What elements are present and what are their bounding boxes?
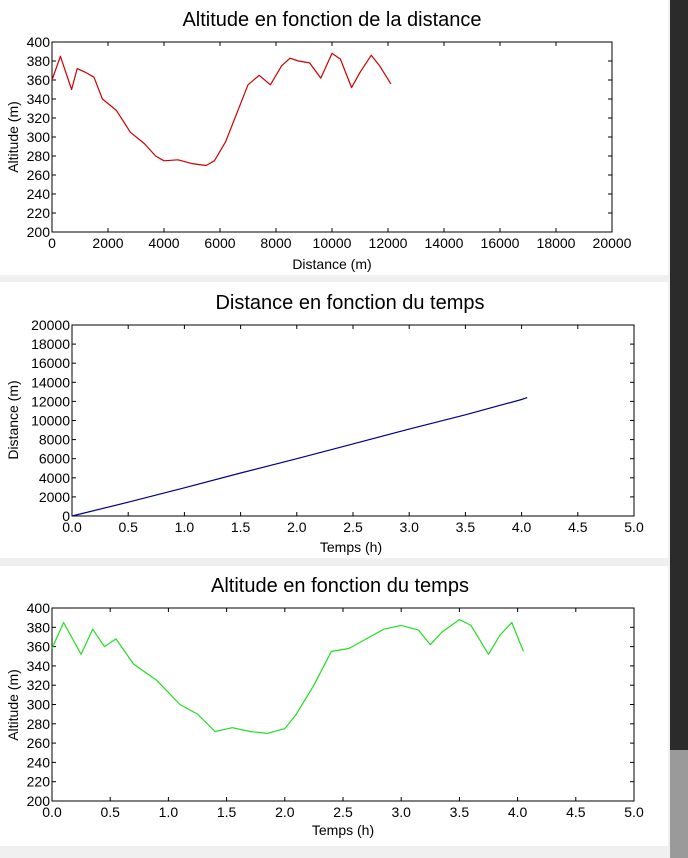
y-axis-label: Distance (m) xyxy=(5,380,21,459)
y-tick-label: 340 xyxy=(27,658,51,674)
y-tick-label: 280 xyxy=(27,716,51,732)
x-tick-label: 1.0 xyxy=(159,804,179,820)
x-tick-label: 2.0 xyxy=(275,804,295,820)
y-tick-label: 6000 xyxy=(39,451,70,467)
x-tick-label: 2000 xyxy=(92,235,123,251)
x-tick-label: 6000 xyxy=(204,235,235,251)
x-tick-label: 4000 xyxy=(148,235,179,251)
status-bar xyxy=(0,848,670,858)
y-tick-label: 240 xyxy=(27,186,51,202)
y-tick-label: 0 xyxy=(62,508,70,524)
chart-title: Distance en fonction du temps xyxy=(215,292,484,314)
y-tick-label: 200 xyxy=(27,224,51,240)
x-tick-label: 3.0 xyxy=(391,804,411,820)
chart-panel-distance-time: Distance en fonction du temps Temps (h) … xyxy=(0,282,668,558)
x-tick-label: 3.5 xyxy=(450,804,470,820)
chart-distance-time: Distance en fonction du temps Temps (h) … xyxy=(5,292,644,555)
plot-area xyxy=(51,607,635,802)
y-tick-label: 340 xyxy=(27,91,51,107)
x-tick-label: 2.0 xyxy=(287,519,307,535)
x-tick-label: 5.0 xyxy=(624,804,644,820)
chart-panel-altitude-distance: Altitude en fonction de la distance Dist… xyxy=(0,0,668,275)
chart-title: Altitude en fonction du temps xyxy=(211,575,469,597)
x-tick-label: 1.5 xyxy=(217,804,237,820)
x-tick-label: 14000 xyxy=(425,235,464,251)
y-tick-label: 20000 xyxy=(31,317,70,333)
x-tick-label: 0 xyxy=(48,235,56,251)
x-tick-label: 4.5 xyxy=(566,804,586,820)
x-tick-label: 0.0 xyxy=(42,804,62,820)
x-tick-label: 16000 xyxy=(481,235,520,251)
x-tick-label: 20000 xyxy=(593,235,632,251)
x-axis-label: Temps (h) xyxy=(320,539,382,555)
x-tick-label: 2.5 xyxy=(333,804,353,820)
y-axis-label: Altitude (m) xyxy=(5,101,21,173)
y-tick-label: 320 xyxy=(27,677,51,693)
x-tick-label: 0.0 xyxy=(62,519,82,535)
y-tick-label: 260 xyxy=(27,167,51,183)
y-tick-label: 4000 xyxy=(39,470,70,486)
x-tick-label: 18000 xyxy=(537,235,576,251)
x-tick-label: 1.0 xyxy=(175,519,195,535)
x-tick-label: 0.5 xyxy=(100,804,120,820)
x-tick-label: 0.5 xyxy=(118,519,138,535)
x-tick-label: 10000 xyxy=(313,235,352,251)
x-tick-label: 1.5 xyxy=(231,519,251,535)
x-tick-label: 12000 xyxy=(369,235,408,251)
y-tick-label: 16000 xyxy=(31,355,70,371)
y-tick-label: 360 xyxy=(27,72,51,88)
x-axis-label: Distance (m) xyxy=(292,256,371,272)
y-tick-label: 380 xyxy=(27,619,51,635)
window-edge-lower xyxy=(670,750,688,858)
y-tick-label: 280 xyxy=(27,148,51,164)
x-tick-label: 2.5 xyxy=(343,519,363,535)
window-edge xyxy=(670,0,688,858)
chart-panel-altitude-time: Altitude en fonction du temps Temps (h) … xyxy=(0,566,668,846)
y-tick-label: 260 xyxy=(27,735,51,751)
y-tick-label: 10000 xyxy=(31,413,70,429)
y-tick-label: 240 xyxy=(27,754,51,770)
x-tick-label: 4.0 xyxy=(508,804,528,820)
y-tick-label: 14000 xyxy=(31,374,70,390)
y-tick-label: 220 xyxy=(27,205,51,221)
plot-area xyxy=(51,41,613,233)
x-tick-label: 8000 xyxy=(260,235,291,251)
y-tick-label: 300 xyxy=(27,129,51,145)
y-tick-label: 300 xyxy=(27,697,51,713)
y-tick-label: 18000 xyxy=(31,336,70,352)
y-tick-label: 2000 xyxy=(39,489,70,505)
series-line xyxy=(51,618,524,734)
y-axis-label: Altitude (m) xyxy=(5,669,21,741)
y-tick-label: 360 xyxy=(27,639,51,655)
y-tick-label: 400 xyxy=(27,34,51,50)
x-tick-label: 3.0 xyxy=(399,519,419,535)
y-tick-label: 320 xyxy=(27,110,51,126)
y-tick-label: 220 xyxy=(27,774,51,790)
series-line xyxy=(71,397,528,517)
y-tick-label: 12000 xyxy=(31,393,70,409)
series-line xyxy=(51,52,392,167)
y-tick-label: 8000 xyxy=(39,432,70,448)
x-tick-label: 5.0 xyxy=(624,519,644,535)
y-tick-label: 400 xyxy=(27,600,51,616)
chart-altitude-time: Altitude en fonction du temps Temps (h) … xyxy=(5,575,644,838)
chart-altitude-distance: Altitude en fonction de la distance Dist… xyxy=(5,9,632,272)
x-tick-label: 4.5 xyxy=(568,519,588,535)
chart-title: Altitude en fonction de la distance xyxy=(182,9,481,31)
y-tick-label: 380 xyxy=(27,53,51,69)
x-tick-label: 4.0 xyxy=(512,519,532,535)
x-axis-label: Temps (h) xyxy=(312,822,374,838)
x-tick-label: 3.5 xyxy=(456,519,476,535)
y-tick-label: 200 xyxy=(27,793,51,809)
plot-area xyxy=(71,324,635,517)
